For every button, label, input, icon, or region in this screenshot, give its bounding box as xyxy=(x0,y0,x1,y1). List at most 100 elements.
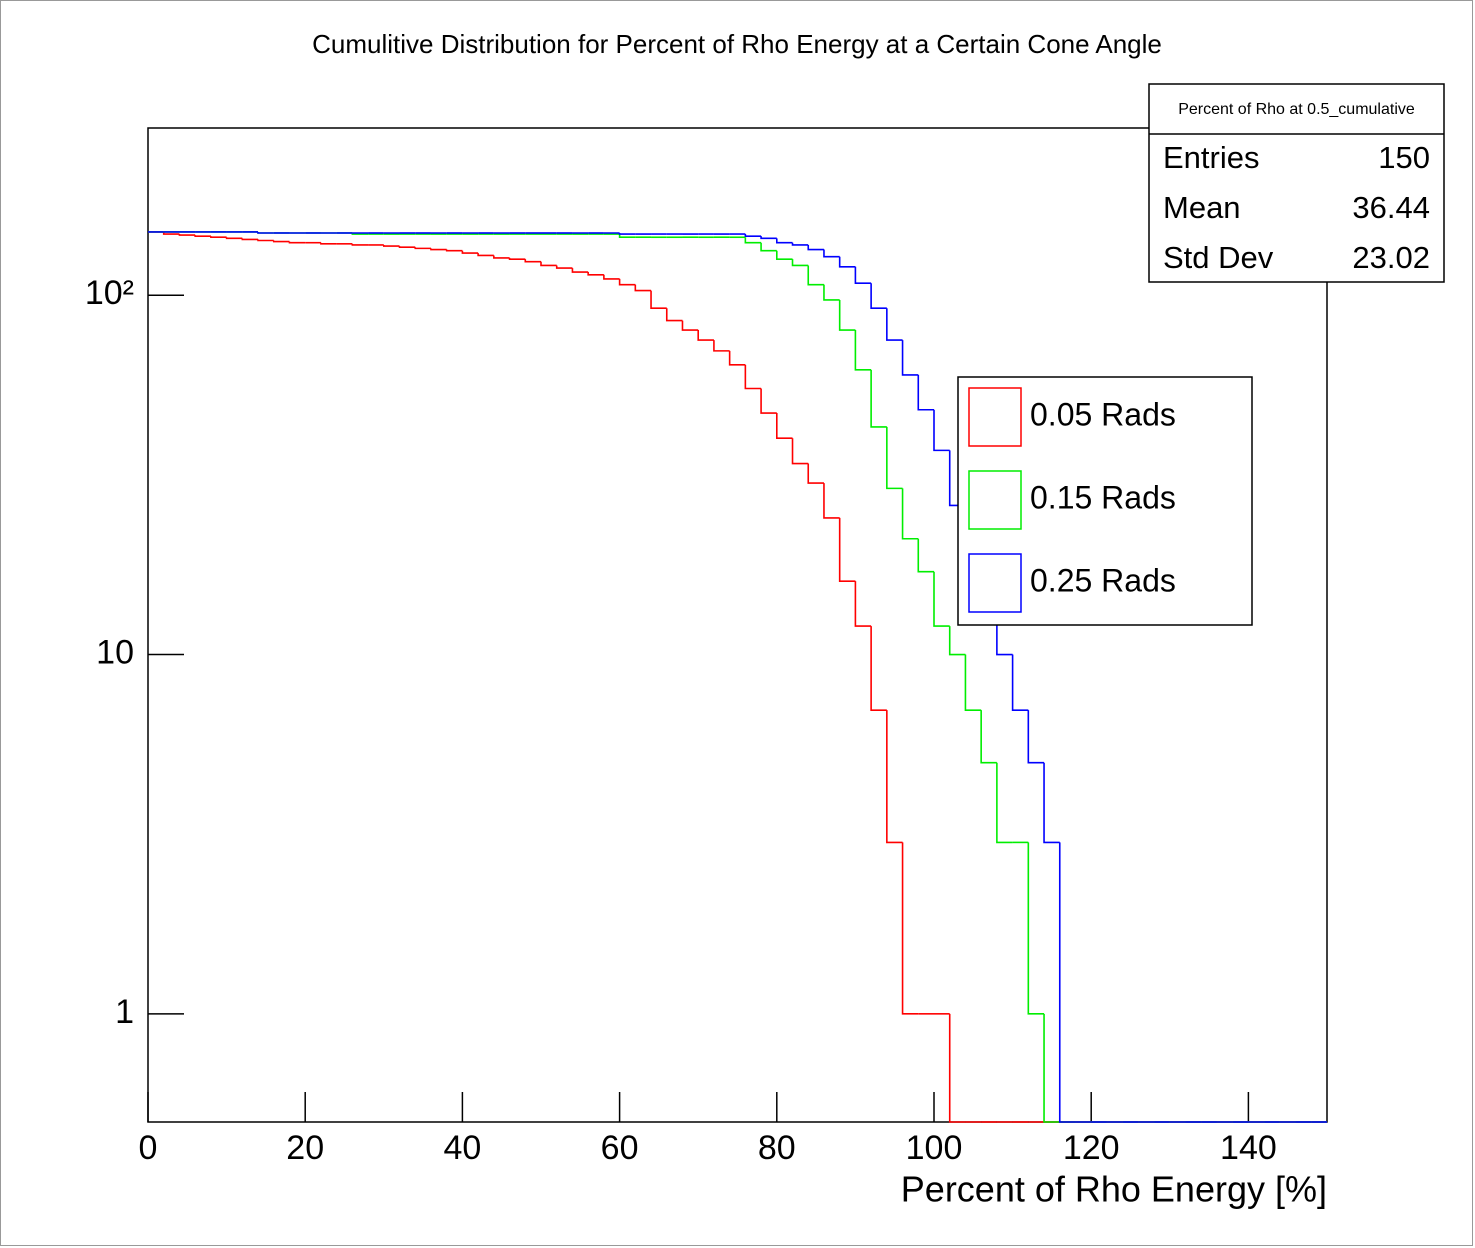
stats-key: Entries xyxy=(1163,140,1259,175)
stats-box xyxy=(1148,83,1445,283)
legend-swatch xyxy=(968,470,1022,530)
hist-step xyxy=(980,710,997,764)
stats-value: 23.02 xyxy=(1352,240,1430,275)
hist-step xyxy=(917,538,934,573)
hist-step xyxy=(210,236,227,239)
legend-swatch xyxy=(968,553,1022,613)
hist-step xyxy=(854,581,872,627)
hist-step xyxy=(760,236,777,240)
hist-step xyxy=(650,290,667,310)
x-tick-label: 60 xyxy=(601,1129,639,1167)
hist-step xyxy=(1058,842,1076,1123)
hist-step xyxy=(288,241,306,244)
hist-step xyxy=(996,762,1013,844)
hist-step xyxy=(744,237,762,244)
hist-step xyxy=(776,238,793,244)
hist-step xyxy=(618,234,636,239)
hist-step xyxy=(445,249,463,252)
hist-step xyxy=(791,438,809,465)
hist-step xyxy=(540,261,557,267)
hist-step xyxy=(854,330,872,371)
hist-step xyxy=(225,237,243,240)
x-tick-label: 100 xyxy=(906,1129,963,1167)
hist-step xyxy=(964,654,982,711)
hist-step xyxy=(618,232,636,235)
hist-step xyxy=(760,388,777,414)
hist-step xyxy=(744,364,762,390)
hist-step xyxy=(665,308,683,322)
hist-step xyxy=(886,426,903,490)
y-tick-label: 10² xyxy=(85,274,134,312)
chart-title: Cumulitive Distribution for Percent of R… xyxy=(312,29,1162,59)
hist-step xyxy=(823,249,840,258)
hist-step xyxy=(697,330,714,341)
hist-step xyxy=(791,242,809,246)
legend-label: 0.15 Rads xyxy=(1030,479,1176,515)
hist-step xyxy=(807,244,824,251)
hist-step xyxy=(901,340,919,376)
hist-step xyxy=(194,235,211,237)
hist-step xyxy=(681,320,699,331)
hist-step xyxy=(1027,710,1045,764)
legend-swatch xyxy=(968,387,1022,447)
hist-step xyxy=(398,246,416,249)
hist-step xyxy=(823,284,840,301)
hist-step xyxy=(901,488,919,540)
stats-value: 150 xyxy=(1378,140,1430,175)
x-tick-label: 120 xyxy=(1063,1129,1120,1167)
hist-step xyxy=(634,284,652,292)
hist-step xyxy=(823,483,840,519)
hist-step xyxy=(870,283,887,310)
hist-step xyxy=(917,374,934,411)
stats-title: Percent of Rho at 0.5_cumulative xyxy=(1178,101,1415,118)
hist-step xyxy=(854,266,872,285)
y-tick-label: 10 xyxy=(96,634,134,672)
hist-step xyxy=(414,247,431,250)
hist-step xyxy=(901,842,919,1015)
hist-step xyxy=(933,409,950,452)
hist-step xyxy=(1027,842,1045,1015)
hist-step xyxy=(1043,1013,1060,1123)
x-tick-label: 80 xyxy=(758,1129,796,1167)
hist-step xyxy=(776,250,793,260)
hist-step xyxy=(948,626,966,656)
hist-step xyxy=(870,369,887,428)
hist-step xyxy=(241,238,259,241)
hist-step xyxy=(272,240,290,243)
legend-label: 0.25 Rads xyxy=(1030,562,1176,598)
hist-step xyxy=(886,710,903,844)
stats-key: Std Dev xyxy=(1163,240,1274,275)
hist-step xyxy=(713,340,730,352)
stats-value: 36.44 xyxy=(1352,190,1430,225)
hist-step xyxy=(744,234,762,237)
hist-step xyxy=(571,268,589,273)
plot-frame xyxy=(147,127,1328,1123)
hist-step xyxy=(948,1013,966,1123)
legend-label: 0.05 Rads xyxy=(1030,396,1176,432)
hist-step xyxy=(430,248,447,251)
hist-step xyxy=(728,350,746,366)
hist-step xyxy=(838,299,856,331)
hist-step xyxy=(493,255,510,259)
hist-step xyxy=(383,244,400,247)
hist-step xyxy=(1011,654,1029,711)
x-tick-label: 40 xyxy=(443,1129,481,1167)
stats-key: Mean xyxy=(1163,190,1241,225)
hist-step xyxy=(838,517,856,582)
hist-step xyxy=(351,243,369,246)
hist-step xyxy=(555,265,573,269)
hist-step xyxy=(618,278,636,286)
hist-step xyxy=(776,413,793,440)
hist-step xyxy=(477,253,494,257)
x-axis-label: Percent of Rho Energy [%] xyxy=(901,1169,1327,1210)
hist-step xyxy=(760,242,777,252)
hist-step xyxy=(807,265,824,286)
hist-step xyxy=(870,626,887,711)
hist-step xyxy=(838,256,856,268)
hist-step xyxy=(886,308,903,341)
x-tick-label: 140 xyxy=(1220,1129,1277,1167)
hist-step xyxy=(933,571,950,627)
hist-step xyxy=(320,242,337,245)
